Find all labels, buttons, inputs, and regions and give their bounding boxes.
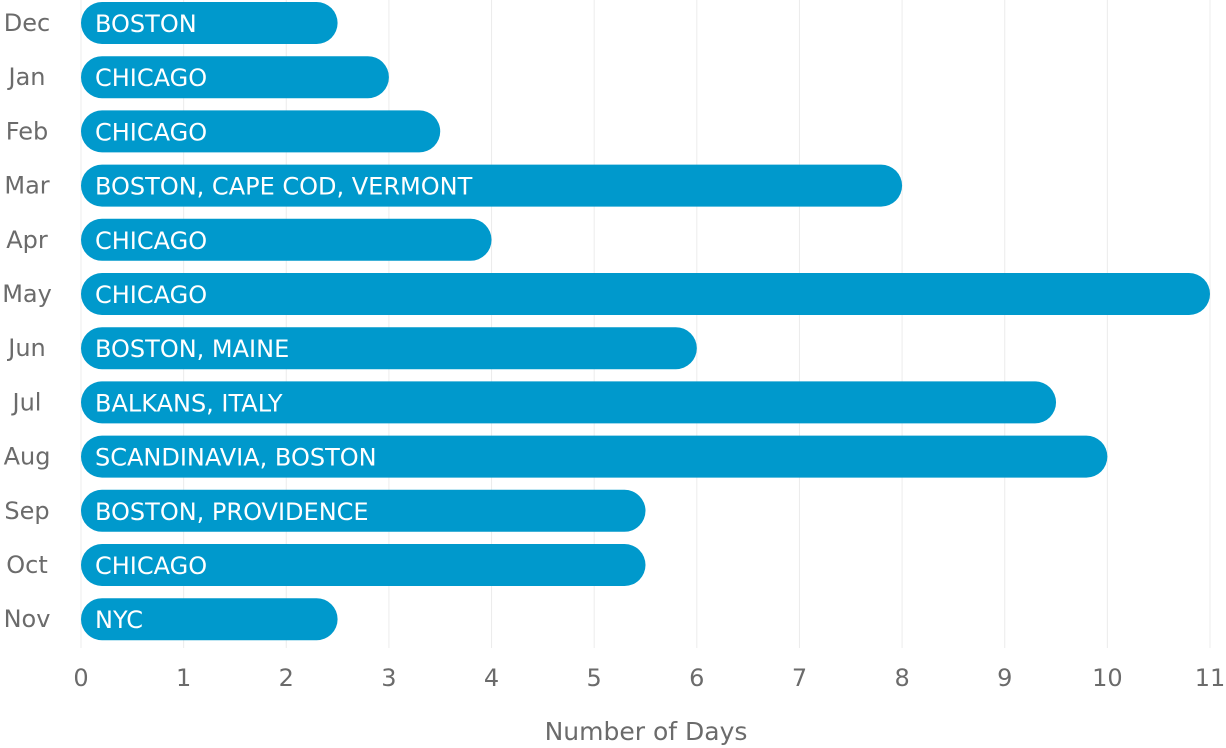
x-axis-title: Number of Days bbox=[545, 717, 748, 746]
bar bbox=[81, 273, 1210, 315]
x-tick-label: 11 bbox=[1195, 664, 1226, 692]
bar-label: BALKANS, ITALY bbox=[95, 389, 283, 417]
category-label: Apr bbox=[6, 226, 48, 254]
bar-label: CHICAGO bbox=[95, 552, 207, 580]
bar bbox=[81, 598, 338, 641]
bar bbox=[81, 327, 697, 370]
category-label: Jul bbox=[11, 388, 42, 416]
category-label: Sep bbox=[4, 497, 49, 525]
bar-label: NYC bbox=[95, 606, 143, 634]
bar bbox=[81, 56, 389, 99]
bar-label: CHICAGO bbox=[95, 118, 207, 146]
category-label: Aug bbox=[4, 443, 51, 471]
x-tick-label: 3 bbox=[381, 664, 396, 692]
bar bbox=[81, 2, 338, 44]
category-label: Dec bbox=[4, 9, 50, 37]
x-tick-label: 8 bbox=[894, 664, 909, 692]
category-label: Jan bbox=[7, 63, 46, 91]
x-tick-label: 0 bbox=[73, 664, 88, 692]
bar-label: BOSTON, PROVIDENCE bbox=[95, 498, 369, 526]
bar bbox=[81, 381, 1057, 424]
category-label: Jun bbox=[6, 334, 46, 362]
x-tick-label: 6 bbox=[689, 664, 704, 692]
bar bbox=[81, 435, 1108, 478]
bar-label: BOSTON, CAPE COD, VERMONT bbox=[95, 173, 473, 201]
category-label: Nov bbox=[4, 605, 51, 633]
bar bbox=[81, 544, 646, 586]
category-label: Feb bbox=[6, 117, 49, 145]
bar-label: SCANDINAVIA, BOSTON bbox=[95, 444, 377, 472]
x-tick-label: 2 bbox=[279, 664, 294, 692]
bar-label: BOSTON, MAINE bbox=[95, 335, 289, 363]
x-tick-label: 5 bbox=[587, 664, 602, 692]
x-tick-label: 1 bbox=[176, 664, 191, 692]
x-tick-label: 10 bbox=[1092, 664, 1123, 692]
bar-label: BOSTON bbox=[95, 10, 197, 38]
bar bbox=[81, 164, 903, 207]
bar-label: CHICAGO bbox=[95, 227, 207, 255]
bar bbox=[81, 489, 646, 532]
bar-label: CHICAGO bbox=[95, 64, 207, 92]
x-tick-labels: 0 1 2 3 4 5 6 7 8 9 10 11 bbox=[73, 664, 1225, 692]
bar-label: CHICAGO bbox=[95, 281, 207, 309]
bars: BOSTON CHICAGO CHICAGO BOSTON, CAPE COD, VE… bbox=[81, 2, 1210, 641]
category-labels: Dec Jan Feb Mar Apr May Jun Jul Aug Sep Oct Nov bbox=[2, 9, 52, 633]
x-tick-label: 7 bbox=[792, 664, 807, 692]
bar bbox=[81, 110, 441, 153]
x-tick-label: 4 bbox=[484, 664, 499, 692]
x-tick-label: 9 bbox=[997, 664, 1012, 692]
gridlines bbox=[80, 0, 1211, 648]
category-label: Oct bbox=[6, 551, 48, 579]
bar bbox=[81, 218, 492, 261]
category-label: May bbox=[2, 280, 52, 308]
category-label: Mar bbox=[4, 172, 49, 200]
